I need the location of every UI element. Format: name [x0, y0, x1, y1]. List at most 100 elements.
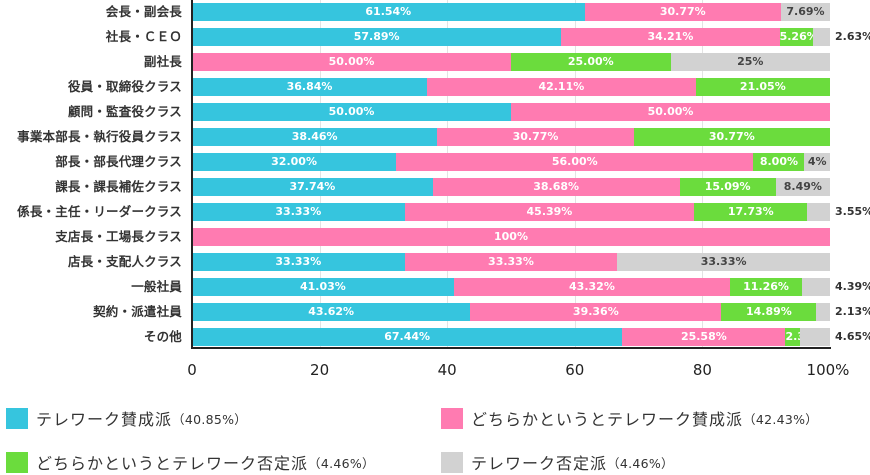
segment-value-label: 15.09%	[704, 180, 751, 193]
segment-value-label: 8.49%	[783, 180, 822, 193]
outside-value-label: 4.39%	[835, 280, 870, 293]
category-label: その他	[143, 329, 182, 344]
segment-value-label: 30.77%	[708, 130, 755, 143]
category-label: 支店長・工場長クラス	[55, 229, 182, 244]
category-label: 契約・派遣社員	[93, 304, 182, 319]
bar-segment: 17.73%	[694, 203, 808, 221]
x-tick-label: 100%	[806, 361, 850, 379]
category-label: 顧問・監査役クラス	[67, 104, 182, 119]
segment-value-label: 37.74%	[289, 180, 336, 193]
segment-value-label: 50.00%	[328, 55, 375, 68]
gridline	[319, 0, 321, 348]
segment-value-label: 32.00%	[271, 155, 317, 168]
bar-row: 37.74% 38.68% 15.09% 8.49%	[192, 178, 830, 196]
segment-value-label: 7.69%	[786, 5, 825, 18]
category-label: 会長・副会長	[105, 4, 182, 19]
segment-value-label: 8.00%	[759, 155, 799, 168]
bar-segment: 30.77%	[437, 128, 634, 146]
legend-pct: （42.43%）	[743, 411, 819, 427]
bar-segment: 67.44%	[192, 328, 623, 346]
legend-item-pro-telework: テレワーク賛成派 （40.85%）	[6, 405, 247, 431]
bar-row: 57.89% 34.21% 5.26%	[192, 28, 830, 46]
gridline	[702, 0, 704, 348]
bar-row: 43.62% 39.36% 14.89%	[192, 303, 830, 321]
segment-value-label: 56.00%	[551, 155, 598, 168]
segment-value-label: 30.77%	[659, 5, 706, 18]
bar-segment: 34.21%	[561, 28, 780, 46]
legend: テレワーク賛成派 （40.85%） どちらかというとテレワーク賛成派 （42.4…	[0, 395, 870, 475]
segment-value-label: 5.26%	[779, 30, 818, 43]
bar-segment: 25.58%	[622, 328, 786, 346]
plot-area: 61.54% 30.77% 7.69% 57.89% 34.21% 5.26% 50.00%…	[192, 0, 830, 348]
bar-segment: 36.84%	[192, 78, 428, 96]
stacked-bar-chart: 会長・副会長 社長・ＣＥＯ 副社長 役員・取締役クラス 顧問・監査役クラス 事業本部長・執…	[17, 0, 870, 379]
x-axis-line	[191, 347, 831, 349]
bar-segment: 42.11%	[427, 78, 696, 96]
bar-segment: 30.77%	[633, 128, 830, 146]
category-label: 社長・ＣＥＯ	[105, 29, 182, 44]
segment-value-label: 25.58%	[680, 330, 727, 343]
segment-value-label: 67.44%	[384, 330, 431, 343]
bar-segment: 30.77%	[584, 3, 781, 21]
bar-segment: 33.33%	[192, 203, 405, 221]
segment-value-label: 2.33%	[785, 328, 823, 346]
segment-value-label: 33.33%	[700, 255, 747, 268]
bar-row: 36.84% 42.11% 21.05%	[192, 78, 830, 96]
bar-segment	[813, 28, 830, 46]
segment-value-label: 45.39%	[526, 205, 573, 218]
bar-segment: 100%	[192, 228, 830, 246]
bar-segment: 43.62%	[192, 303, 471, 321]
x-tick-label: 60	[565, 361, 585, 379]
segment-value-label: 14.89%	[745, 305, 792, 318]
bar-row: 32.00% 56.00% 8.00% 4%	[192, 153, 830, 171]
segment-value-label: 100%	[494, 230, 528, 243]
segment-value-label: 34.21%	[647, 30, 694, 43]
legend-pct: （4.46%）	[308, 455, 375, 471]
bar-segment: 56.00%	[396, 153, 754, 171]
segment-value-label: 42.11%	[538, 80, 585, 93]
bar-segment: 21.05%	[695, 78, 830, 96]
bar-segment: 25.00%	[511, 53, 671, 71]
bar-segment: 25%	[670, 53, 830, 71]
bar-row: 38.46% 30.77% 30.77%	[192, 128, 830, 146]
segment-value-label: 50.00%	[647, 105, 694, 118]
segment-value-label: 4%	[807, 155, 827, 168]
y-axis-line	[191, 0, 193, 349]
segment-value-label: 25.00%	[567, 55, 614, 68]
bar-segment: 43.32%	[453, 278, 731, 296]
bar-segment	[801, 278, 830, 296]
bar-segment: 8.00%	[753, 153, 805, 171]
bar-segment: 11.26%	[730, 278, 802, 296]
bar-row: 61.54% 30.77% 7.69%	[192, 3, 830, 21]
bar-row: 33.33% 45.39% 17.73%	[192, 203, 830, 221]
bar-segment	[816, 303, 830, 321]
segment-value-label: 11.26%	[743, 280, 789, 293]
legend-label: どちらかというとテレワーク賛成派	[471, 410, 744, 429]
legend-item-somewhat-pro: どちらかというとテレワーク賛成派 （42.43%）	[441, 405, 818, 431]
bar-row: 33.33% 33.33% 33.33%	[192, 253, 830, 271]
legend-swatch-pink	[441, 407, 463, 429]
legend-label: テレワーク賛成派	[36, 410, 173, 429]
category-label: 課長・課長補佐クラス	[55, 179, 182, 194]
outside-value-label: 2.63%	[835, 30, 870, 43]
gridline	[574, 0, 576, 348]
x-tick-label: 80	[692, 361, 712, 379]
segment-value-label: 38.68%	[533, 180, 580, 193]
bar-segment: 39.36%	[470, 303, 722, 321]
legend-swatch-green	[6, 451, 28, 473]
segment-value-label: 33.33%	[488, 255, 534, 268]
bar-row: 50.00% 25.00% 25%	[192, 53, 830, 71]
legend-item-against: テレワーク否定派 （4.46%）	[441, 449, 674, 475]
outside-value-label: 3.55%	[835, 205, 870, 218]
bar-segment: 61.54%	[192, 3, 585, 21]
bar-segment: 32.00%	[192, 153, 397, 171]
legend-label: どちらかというとテレワーク否定派	[36, 454, 309, 473]
segment-value-label: 43.32%	[569, 280, 615, 293]
category-label: 事業本部長・執行役員クラス	[17, 129, 182, 144]
x-tick-label: 20	[310, 361, 330, 379]
segment-value-label: 41.03%	[299, 280, 346, 293]
bar-segment: 50.00%	[511, 103, 830, 121]
segment-value-label: 50.00%	[328, 105, 375, 118]
bar-segment	[807, 203, 830, 221]
bar-row: 67.44% 25.58% 2.33%	[192, 328, 830, 346]
